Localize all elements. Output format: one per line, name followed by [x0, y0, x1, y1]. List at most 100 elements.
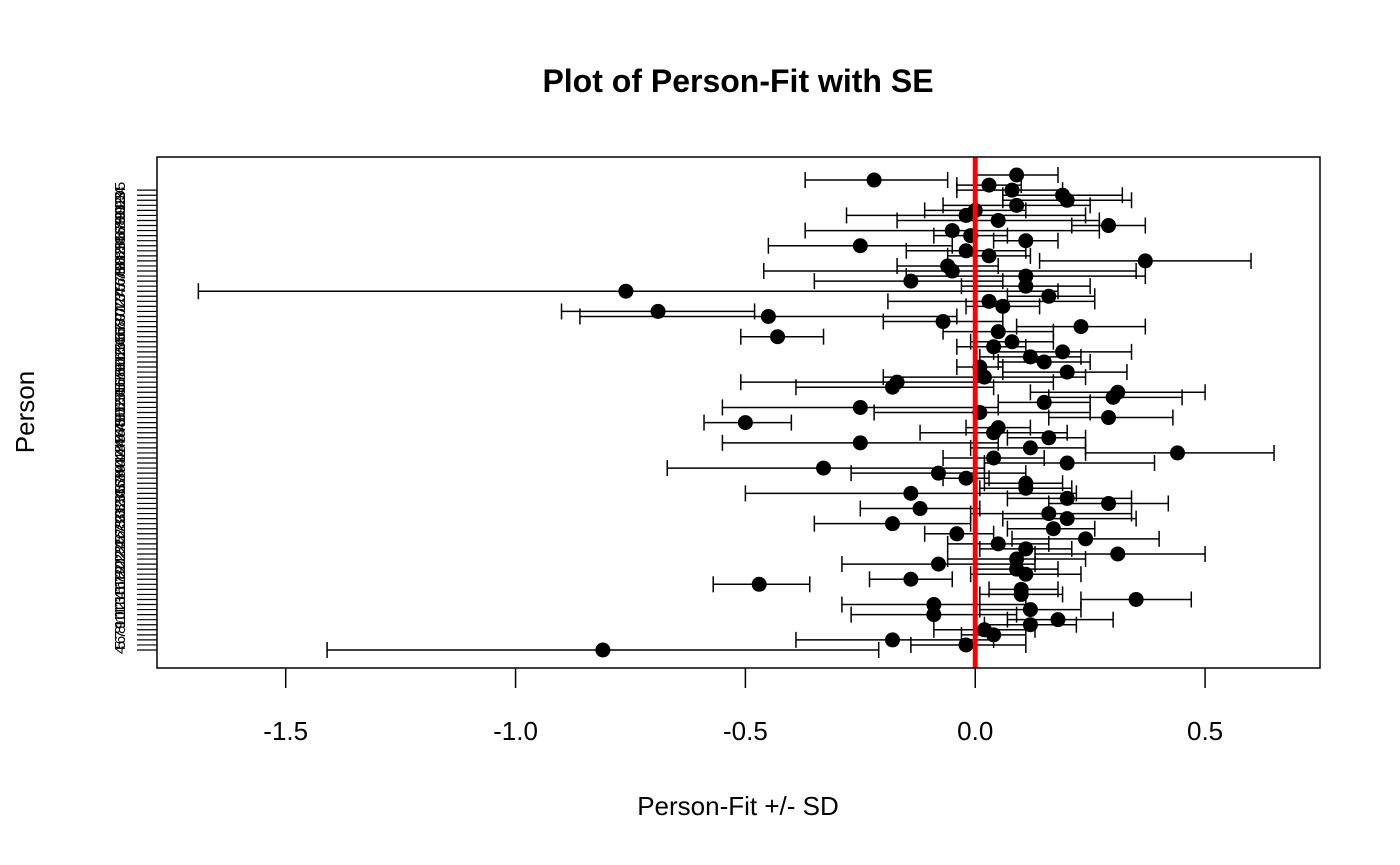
person-fit-point — [1137, 253, 1153, 269]
y-tick-label: 53 — [112, 394, 129, 411]
y-tick-label: 36 — [112, 480, 129, 497]
person-fit-point — [1055, 187, 1071, 203]
y-tick-label: 15 — [112, 586, 129, 603]
y-tick-label: 11 — [112, 607, 129, 623]
person-fit-point — [1045, 521, 1061, 537]
y-tick-label: 5 — [112, 641, 129, 649]
person-fit-point — [1169, 445, 1185, 461]
person-fit-point — [990, 536, 1006, 552]
y-tick-label: 54 — [112, 389, 129, 406]
x-tick-label: -0.5 — [723, 716, 768, 746]
y-tick-label: 79 — [112, 263, 129, 280]
y-tick-label: 6 — [112, 636, 129, 644]
y-tick-label: 71 — [112, 303, 129, 320]
y-tick-label: 46 — [112, 429, 129, 446]
y-tick-label: 40 — [112, 460, 129, 477]
y-tick-label: 91 — [112, 202, 129, 219]
y-tick-label: 62 — [112, 349, 129, 366]
y-tick-label: 68 — [112, 318, 129, 335]
y-tick-label: 74 — [112, 288, 129, 305]
y-tick-label: 24 — [112, 541, 129, 558]
person-fit-point — [1004, 334, 1020, 350]
person-fit-point — [1101, 218, 1117, 234]
y-tick-label: 23 — [112, 546, 129, 563]
person-fit-point — [944, 223, 960, 239]
person-fit-point — [1050, 612, 1066, 628]
y-tick-label: 76 — [112, 278, 129, 295]
y-tick-label: 85 — [112, 232, 129, 249]
y-tick-label: 58 — [112, 369, 129, 386]
y-tick-label: 70 — [112, 308, 129, 325]
y-tick-label: 51 — [112, 404, 129, 421]
y-tick-label: 94 — [112, 187, 129, 204]
y-tick-label: 81 — [112, 253, 129, 270]
y-tick-label: 31 — [112, 505, 129, 522]
y-tick-label: 88 — [112, 217, 129, 234]
person-fit-point — [737, 415, 753, 431]
person-fit-point — [884, 632, 900, 648]
y-tick-label: 13 — [112, 596, 129, 613]
person-fit-point — [1004, 182, 1020, 198]
y-tick-label: 43 — [112, 445, 129, 462]
person-fit-point — [595, 642, 611, 658]
y-tick-label: 17 — [112, 576, 129, 593]
x-tick-label: 0.5 — [1187, 716, 1223, 746]
person-fit-point — [949, 526, 965, 542]
y-tick-label: 22 — [112, 551, 129, 568]
x-tick-label: -1.5 — [263, 716, 308, 746]
person-fit-point — [1059, 455, 1075, 471]
y-tick-label: 52 — [112, 399, 129, 416]
person-fit-point — [1013, 581, 1029, 597]
y-tick-label: 41 — [112, 455, 129, 472]
y-tick-label: 7 — [112, 631, 129, 639]
y-tick-label: 49 — [112, 414, 129, 431]
y-tick-label: 27 — [112, 525, 129, 542]
person-fit-point — [1101, 495, 1117, 511]
person-fit-point — [926, 597, 942, 613]
person-fit-point — [903, 485, 919, 501]
person-fit-point — [930, 465, 946, 481]
person-fit-point — [986, 450, 1002, 466]
person-fit-point — [1009, 167, 1025, 183]
person-fit-point — [1018, 541, 1034, 557]
person-fit-point — [935, 314, 951, 330]
person-fit-point — [990, 324, 1006, 340]
person-fit-point — [958, 243, 974, 259]
y-tick-label: 28 — [112, 520, 129, 537]
y-tick-label: 55 — [112, 384, 129, 401]
person-fit-point — [1022, 617, 1038, 633]
y-tick-label: 64 — [112, 338, 129, 355]
y-tick-label: 47 — [112, 424, 129, 441]
y-tick-label: 16 — [112, 581, 129, 598]
y-tick-label: 87 — [112, 222, 129, 239]
person-fit-point — [816, 460, 832, 476]
y-tick-label: 72 — [112, 298, 129, 315]
person-fit-point — [1018, 475, 1034, 491]
y-tick-label: 12 — [112, 601, 129, 618]
person-fit-point — [1022, 602, 1038, 618]
y-tick-label: 29 — [112, 515, 129, 532]
y-tick-label: 84 — [112, 237, 129, 254]
person-fit-point — [1022, 440, 1038, 456]
person-fit-point — [884, 516, 900, 532]
person-fit-point — [1073, 319, 1089, 335]
person-fit-point — [1128, 591, 1144, 607]
person-fit-point — [1059, 364, 1075, 380]
person-fit-point — [618, 283, 634, 299]
person-fit-point — [912, 501, 928, 517]
y-tick-label: 26 — [112, 530, 129, 547]
person-fit-point — [650, 303, 666, 319]
y-tick-label: 61 — [112, 354, 129, 371]
y-tick-label: 14 — [112, 591, 129, 608]
person-fit-point — [1018, 268, 1034, 284]
y-tick-label: 57 — [112, 374, 129, 391]
y-tick-label: 66 — [112, 328, 129, 345]
person-fit-point — [1009, 197, 1025, 213]
y-tick-label: 35 — [112, 485, 129, 502]
y-tick-label: 32 — [112, 500, 129, 517]
y-tick-label: 48 — [112, 419, 129, 436]
y-tick-label: 59 — [112, 364, 129, 381]
y-tick-label: 73 — [112, 293, 129, 310]
person-fit-point — [1055, 344, 1071, 360]
y-tick-label: 65 — [112, 333, 129, 350]
